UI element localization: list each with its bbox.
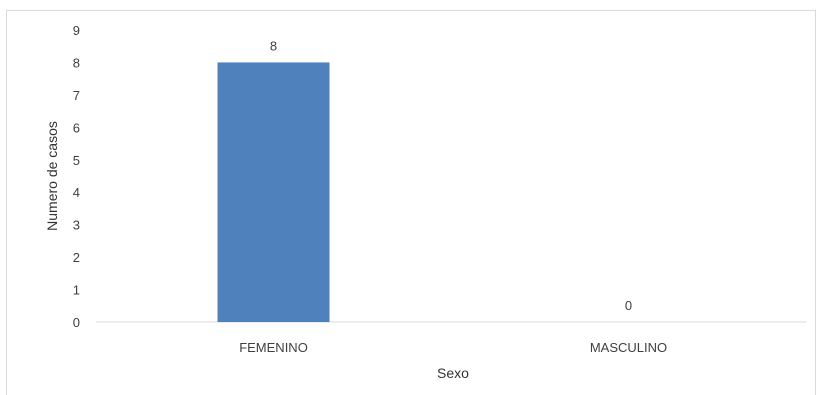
x-axis-categories: FEMENINO MASCULINO bbox=[239, 340, 667, 355]
chart-frame bbox=[6, 10, 816, 395]
y-tick-label: 1 bbox=[73, 283, 80, 298]
y-tick-label: 2 bbox=[73, 250, 80, 265]
y-tick-label: 5 bbox=[73, 153, 80, 168]
x-axis-title: Sexo bbox=[437, 365, 469, 381]
y-tick-label: 9 bbox=[73, 23, 80, 38]
y-tick-label: 8 bbox=[73, 55, 80, 70]
y-tick-label: 6 bbox=[73, 120, 80, 135]
data-labels: 80 bbox=[270, 38, 632, 313]
y-tick-label: 7 bbox=[73, 88, 80, 103]
data-label: 8 bbox=[270, 38, 277, 53]
data-label: 0 bbox=[625, 298, 632, 313]
bars bbox=[217, 62, 330, 322]
y-tick-label: 4 bbox=[73, 185, 80, 200]
x-category-label: MASCULINO bbox=[590, 340, 667, 355]
y-tick-label: 3 bbox=[73, 218, 80, 233]
y-tick-label: 0 bbox=[73, 315, 80, 330]
y-axis-title: Numero de casos bbox=[44, 121, 60, 231]
y-axis-ticks: 0 1 2 3 4 5 6 7 8 9 bbox=[73, 23, 80, 330]
bar-femenino bbox=[217, 62, 330, 322]
x-category-label: FEMENINO bbox=[239, 340, 308, 355]
